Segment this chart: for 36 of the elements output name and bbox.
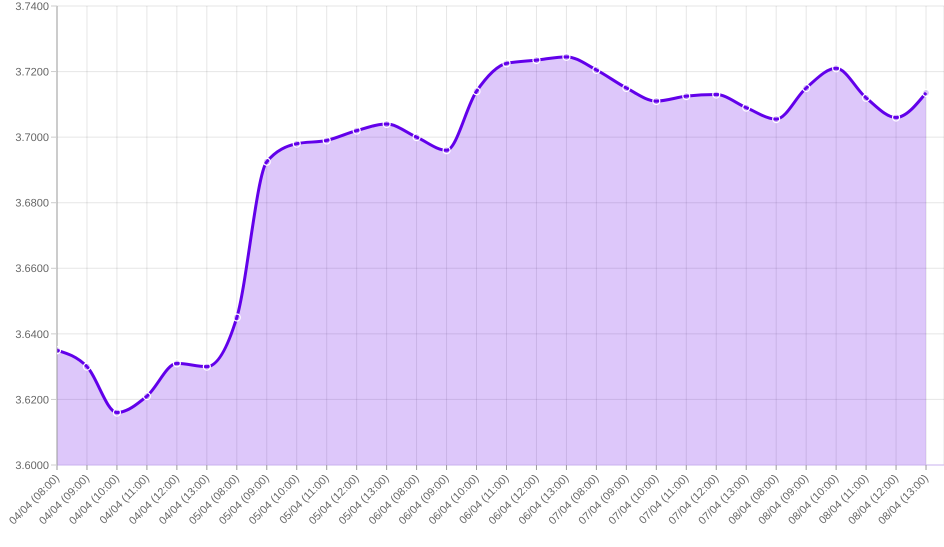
y-tick-label: 3.6400	[15, 328, 49, 341]
point	[682, 92, 690, 100]
point	[592, 66, 600, 74]
point	[502, 59, 511, 68]
y-tick-label: 3.6800	[15, 198, 49, 210]
point	[712, 90, 720, 99]
point	[532, 56, 541, 64]
point	[772, 115, 780, 124]
point	[472, 87, 481, 96]
point	[652, 96, 660, 106]
point	[442, 146, 451, 154]
y-tick-label: 3.7000	[15, 132, 49, 144]
point	[562, 52, 571, 61]
point	[802, 84, 810, 92]
point	[262, 158, 271, 166]
point	[82, 362, 92, 371]
point	[892, 113, 900, 122]
point	[742, 104, 750, 112]
point	[292, 140, 301, 148]
point	[352, 126, 361, 135]
point	[112, 408, 122, 417]
point	[832, 64, 840, 72]
y-tick-label: 3.7200	[15, 66, 49, 78]
y-tick-label: 3.6200	[15, 394, 49, 406]
y-tick-label: 3.7400	[15, 0, 49, 13]
point	[412, 133, 421, 142]
point	[862, 94, 870, 102]
point	[142, 392, 151, 400]
point	[232, 313, 241, 322]
y-tick-label: 3.6600	[15, 263, 49, 276]
point	[622, 84, 630, 92]
point	[322, 136, 331, 145]
point	[202, 362, 211, 371]
point	[382, 120, 391, 128]
point	[172, 359, 181, 368]
y-tick-label: 3.6000	[15, 460, 49, 472]
